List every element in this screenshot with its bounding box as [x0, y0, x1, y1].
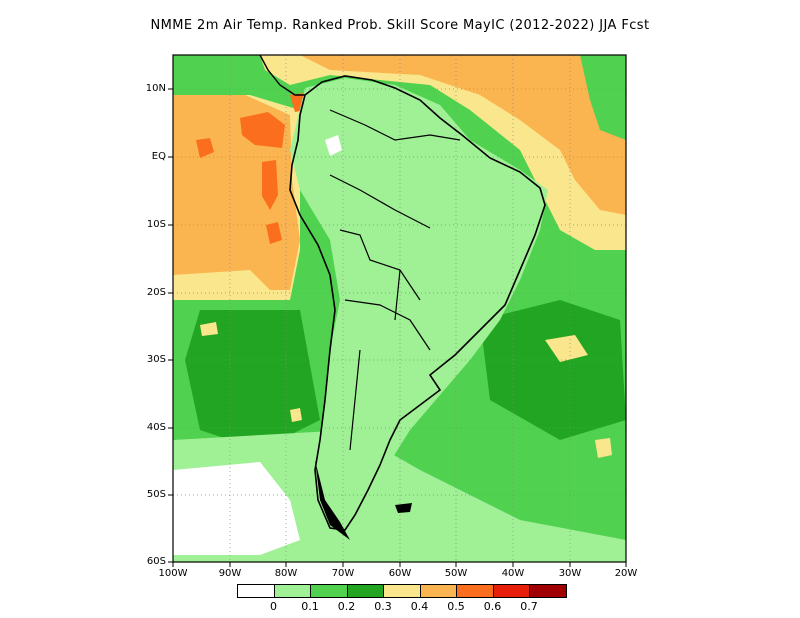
central-america-coast [259, 55, 305, 96]
colorbar-swatch [237, 584, 275, 598]
atlantic-green-band [580, 55, 626, 140]
chart-title: NMME 2m Air Temp. Ranked Prob. Skill Sco… [150, 18, 650, 33]
southern-white-region [173, 462, 300, 555]
colorbar-swatch [456, 584, 494, 598]
lat-label-50s: 50S [146, 489, 166, 500]
south-america-coastline [289, 75, 546, 531]
continent-light-green [290, 78, 548, 530]
atlantic-orange-region [300, 55, 626, 215]
lat-label-40s: 40S [146, 422, 166, 433]
lon-label-30w: 30W [558, 568, 582, 579]
colorbar-swatch [383, 584, 421, 598]
pacific-deep-orange-blob4 [266, 222, 282, 244]
colorbar-swatch [492, 584, 530, 598]
lat-label-60s: 60S [146, 556, 166, 567]
colorbar-label: 0.2 [337, 600, 356, 613]
colorbar-label: 0.4 [410, 600, 429, 613]
lat-label-30s: 30S [146, 354, 166, 365]
tick-marks [168, 88, 627, 567]
pacific-deep-orange-blob3 [196, 138, 214, 158]
country-borders [329, 109, 461, 451]
lat-label-20s: 20S [146, 287, 166, 298]
colorbar-swatch [310, 584, 348, 598]
colorbar-swatch [419, 584, 457, 598]
south-pacific-yellow1 [200, 322, 218, 336]
south-pacific-yellow2 [290, 408, 302, 422]
lat-label-eq: EQ [151, 151, 166, 162]
south-atlantic-darkgreen [480, 300, 626, 440]
lon-label-80w: 80W [274, 568, 298, 579]
lat-label-10s: 10S [146, 219, 166, 230]
lat-label-10n: 10N [145, 83, 166, 94]
lon-label-100w: 100W [158, 568, 188, 579]
atlantic-light-patch [420, 195, 530, 230]
pacific-deep-orange-blob2 [262, 160, 278, 210]
colorbar-label: 0.7 [520, 600, 538, 613]
colorbar-swatch [273, 584, 311, 598]
lon-label-20w: 20W [614, 568, 638, 579]
colorbar-swatch [346, 584, 384, 598]
colorbar-label: 0.5 [447, 600, 465, 613]
lon-label-90w: 90W [218, 568, 242, 579]
falklands [395, 503, 412, 513]
south-atlantic-yellow2 [595, 438, 612, 458]
colorbar-label: 0.3 [374, 600, 392, 613]
colorbar-swatch [529, 584, 567, 598]
colorbar-label: 0 [270, 600, 277, 613]
pacific-deep-orange-blob [240, 112, 285, 148]
lon-label-70w: 70W [331, 568, 355, 579]
colorbar-label: 0.6 [483, 600, 502, 613]
south-atlantic-yellow1 [545, 335, 588, 362]
lon-label-40w: 40W [501, 568, 525, 579]
chile-fjords [315, 460, 350, 540]
lon-label-60w: 60W [388, 568, 412, 579]
amazon-white-patch [325, 135, 342, 156]
lon-label-50w: 50W [444, 568, 468, 579]
colorbar-label: 0.1 [301, 600, 319, 613]
